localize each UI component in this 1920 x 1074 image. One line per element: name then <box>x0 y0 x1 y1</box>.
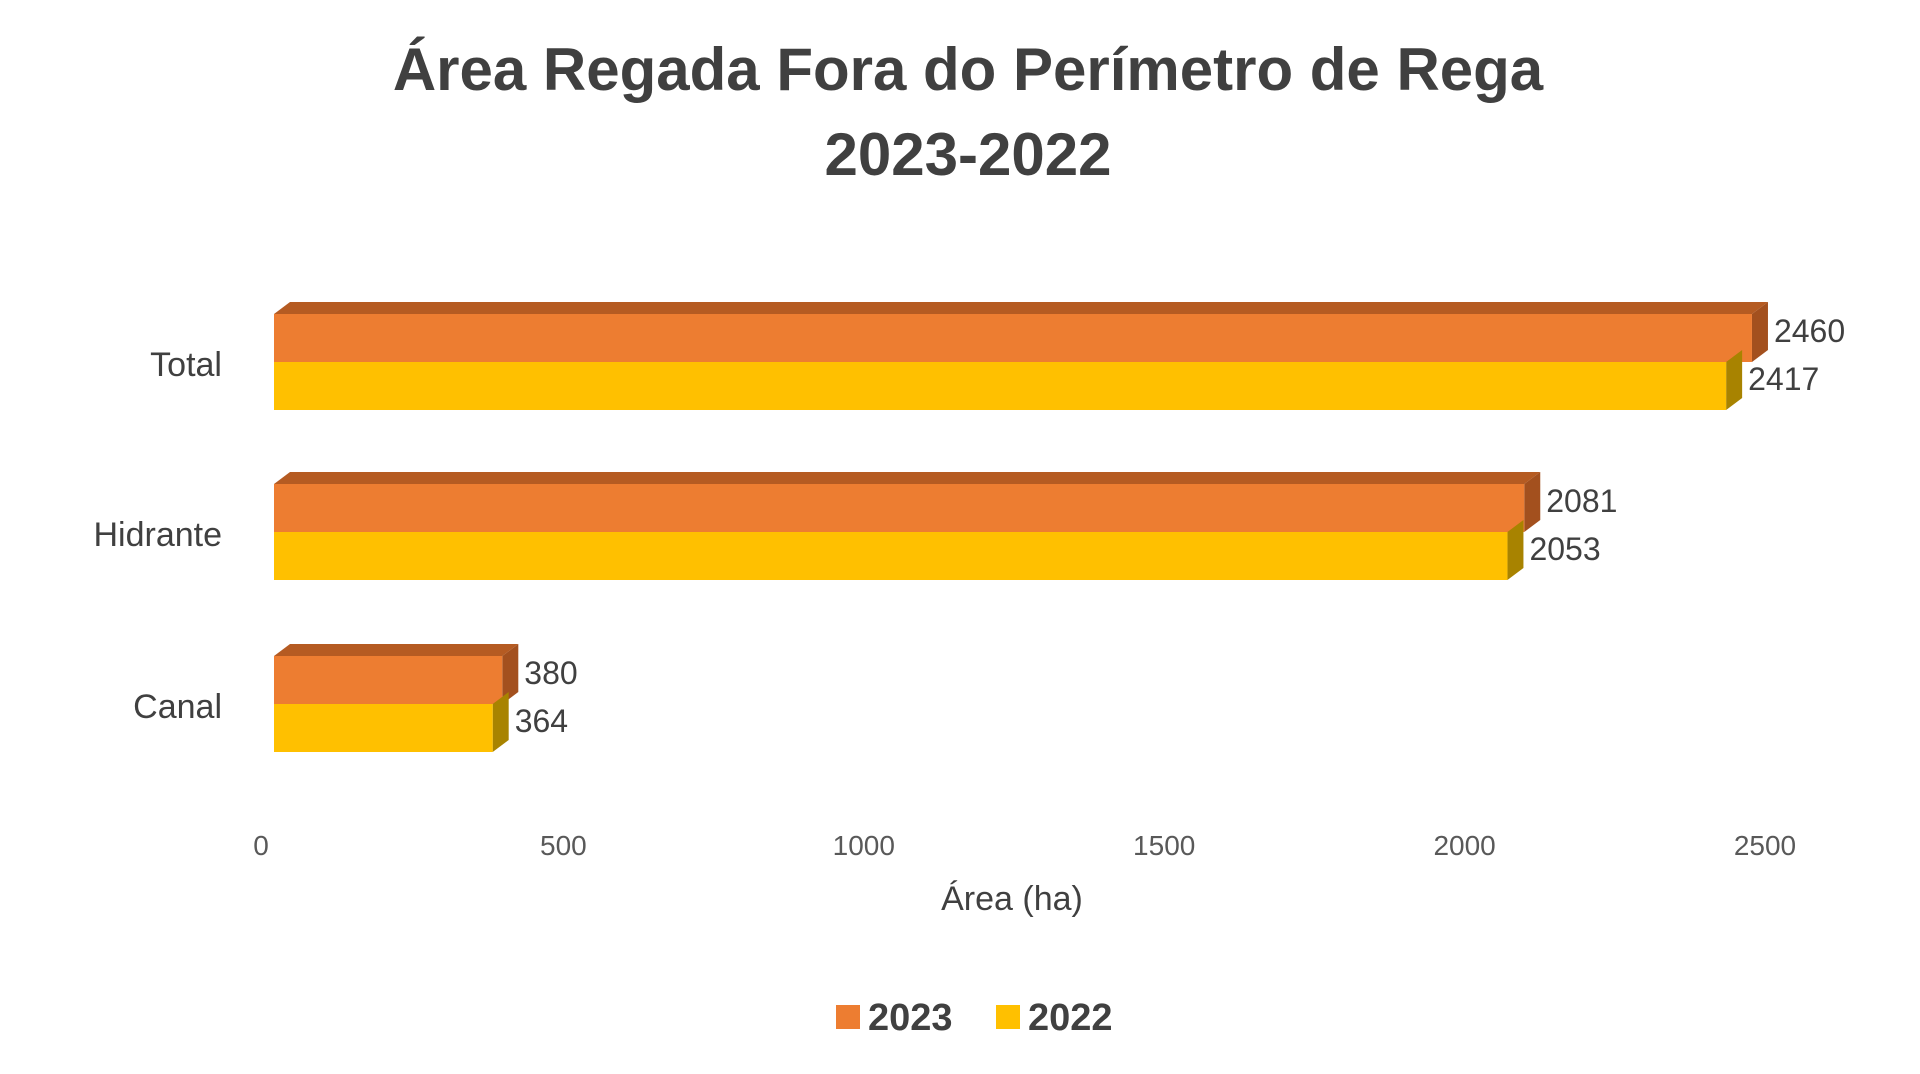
legend: 2023 2022 <box>836 997 1113 1039</box>
bar-front-face <box>274 362 1727 410</box>
data-label-canal-2023: 380 <box>524 655 577 691</box>
x-axis-title: Área (ha) <box>941 880 1083 918</box>
legend-item-2023: 2023 <box>836 997 953 1039</box>
chart-title: Área Regada Fora do Perímetro de Rega <box>393 36 1544 103</box>
bar-hidrante-2022 <box>274 520 1524 580</box>
bar-front-face <box>274 704 493 752</box>
bar-front-face <box>274 656 503 704</box>
bar-canal-2022 <box>274 692 509 752</box>
legend-label: 2022 <box>1028 997 1113 1039</box>
legend-label: 2023 <box>868 997 953 1039</box>
chart-subtitle: 2023-2022 <box>825 121 1112 188</box>
bar-total-2022 <box>274 350 1743 410</box>
bar-canal-2023 <box>274 644 519 704</box>
legend-swatch <box>996 1005 1020 1029</box>
bar-top-face <box>274 472 1541 484</box>
data-label-total-2023: 2460 <box>1774 313 1845 349</box>
bar-hidrante-2023 <box>274 472 1541 532</box>
category-label-hidrante: Hidrante <box>93 516 222 554</box>
bar-side-face <box>492 692 509 752</box>
legend-item-2022: 2022 <box>996 997 1113 1039</box>
data-label-total-2022: 2417 <box>1748 361 1819 397</box>
bar-total-2023 <box>274 302 1768 362</box>
x-tick-label: 1500 <box>1133 830 1195 861</box>
bar-side-face <box>1524 472 1541 532</box>
x-tick-label: 2500 <box>1734 830 1796 861</box>
bar-side-face <box>1507 520 1524 580</box>
category-label-canal: Canal <box>133 688 222 726</box>
bar-top-face <box>274 644 519 656</box>
bar-side-face <box>1726 350 1743 410</box>
x-tick-label: 0 <box>253 830 269 861</box>
x-tick-label: 500 <box>540 830 587 861</box>
x-tick-label: 2000 <box>1433 830 1495 861</box>
x-tick-label: 1000 <box>833 830 895 861</box>
bars-layer <box>274 302 1768 752</box>
bar-top-face <box>274 302 1768 314</box>
bar-side-face <box>502 644 519 704</box>
data-label-hidrante-2022: 2053 <box>1529 531 1600 567</box>
bar-side-face <box>1751 302 1768 362</box>
data-label-hidrante-2023: 2081 <box>1546 483 1617 519</box>
category-label-total: Total <box>150 346 222 384</box>
bar-front-face <box>274 484 1525 532</box>
labels-layer: Total 2460 2417 Hidrante 2081 2053 Canal 380 364… <box>93 313 1845 861</box>
data-label-canal-2022: 364 <box>515 703 568 739</box>
bar-front-face <box>274 532 1508 580</box>
bar-front-face <box>274 314 1752 362</box>
legend-swatch <box>836 1005 860 1029</box>
